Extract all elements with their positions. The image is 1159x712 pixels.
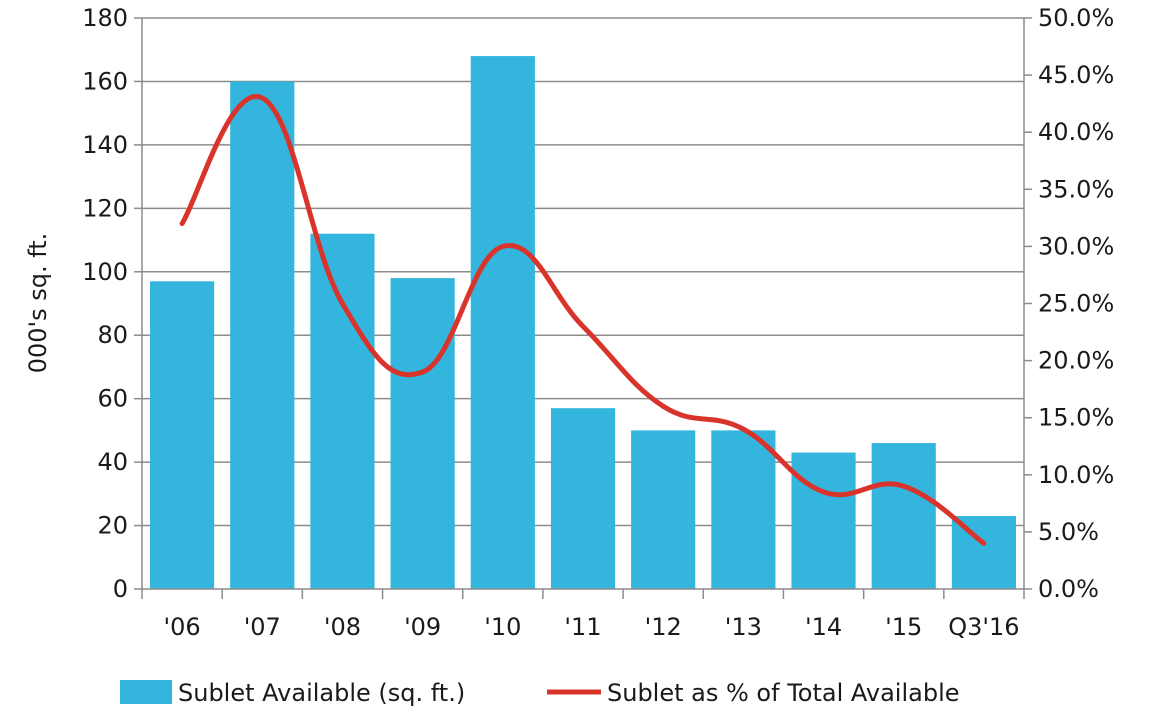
bar: [230, 81, 295, 589]
bar: [631, 430, 696, 589]
legend: Sublet Available (sq. ft.) Sublet as % of…: [120, 679, 960, 707]
right-tick-label: 15.0%: [1038, 404, 1114, 432]
right-tick-label: 45.0%: [1038, 61, 1114, 89]
x-tick-label: '15: [885, 613, 922, 641]
series-line: [179, 94, 987, 546]
right-tick-label: 5.0%: [1038, 518, 1099, 546]
bar: [550, 408, 616, 589]
left-tick-label: 0: [113, 575, 128, 603]
left-tick-label: 40: [97, 448, 128, 476]
x-tick-label: '11: [564, 613, 601, 641]
legend-swatch-bar: [120, 680, 172, 704]
bar: [871, 443, 936, 589]
x-tick-label: '13: [725, 613, 762, 641]
right-tick-label: 25.0%: [1038, 290, 1114, 318]
bar: [791, 452, 856, 589]
left-axis-title: 000's sq. ft.: [24, 233, 52, 374]
x-tick-label: '09: [404, 613, 441, 641]
left-tick-label: 80: [97, 321, 128, 349]
x-tick-label: '14: [805, 613, 842, 641]
left-tick-label: 100: [82, 258, 128, 286]
right-tick-label: 0.0%: [1038, 575, 1099, 603]
x-tick-label: '10: [484, 613, 521, 641]
bar-series-sublet-available: [150, 56, 1016, 590]
right-tick-label: 30.0%: [1038, 232, 1114, 260]
left-axis-ticks: 0 20 40 60 80 100 120 140 160 180: [82, 4, 142, 603]
x-tick-label: '06: [164, 613, 201, 641]
left-tick-label: 20: [97, 512, 128, 540]
bar: [390, 278, 455, 589]
x-axis-ticks: '06 '07 '08 '09 '10 '11 '12 '13 '14 '15 Q3'16: [141, 589, 1025, 641]
x-tick-label: Q3'16: [948, 613, 1019, 641]
left-tick-label: 180: [82, 4, 128, 32]
line-series-sublet-percent: [179, 94, 987, 546]
right-tick-label: 35.0%: [1038, 175, 1114, 203]
right-axis-ticks: 0.0% 5.0% 10.0% 15.0% 20.0% 25.0% 30.0% 35.0% 40…: [1024, 4, 1114, 603]
left-tick-label: 120: [82, 194, 128, 222]
x-tick-label: '08: [324, 613, 361, 641]
bar: [711, 430, 776, 589]
left-tick-label: 140: [82, 131, 128, 159]
left-tick-label: 160: [82, 67, 128, 95]
bar: [470, 56, 535, 590]
legend-label-line: Sublet as % of Total Available: [607, 679, 960, 707]
legend-label-bar: Sublet Available (sq. ft.): [178, 679, 465, 707]
bar: [310, 233, 375, 589]
left-tick-label: 60: [97, 385, 128, 413]
x-tick-label: '07: [244, 613, 281, 641]
bar: [150, 281, 215, 589]
right-tick-label: 20.0%: [1038, 347, 1114, 375]
right-tick-label: 40.0%: [1038, 118, 1114, 146]
x-tick-label: '12: [645, 613, 682, 641]
right-tick-label: 50.0%: [1038, 4, 1114, 32]
right-tick-label: 10.0%: [1038, 461, 1114, 489]
